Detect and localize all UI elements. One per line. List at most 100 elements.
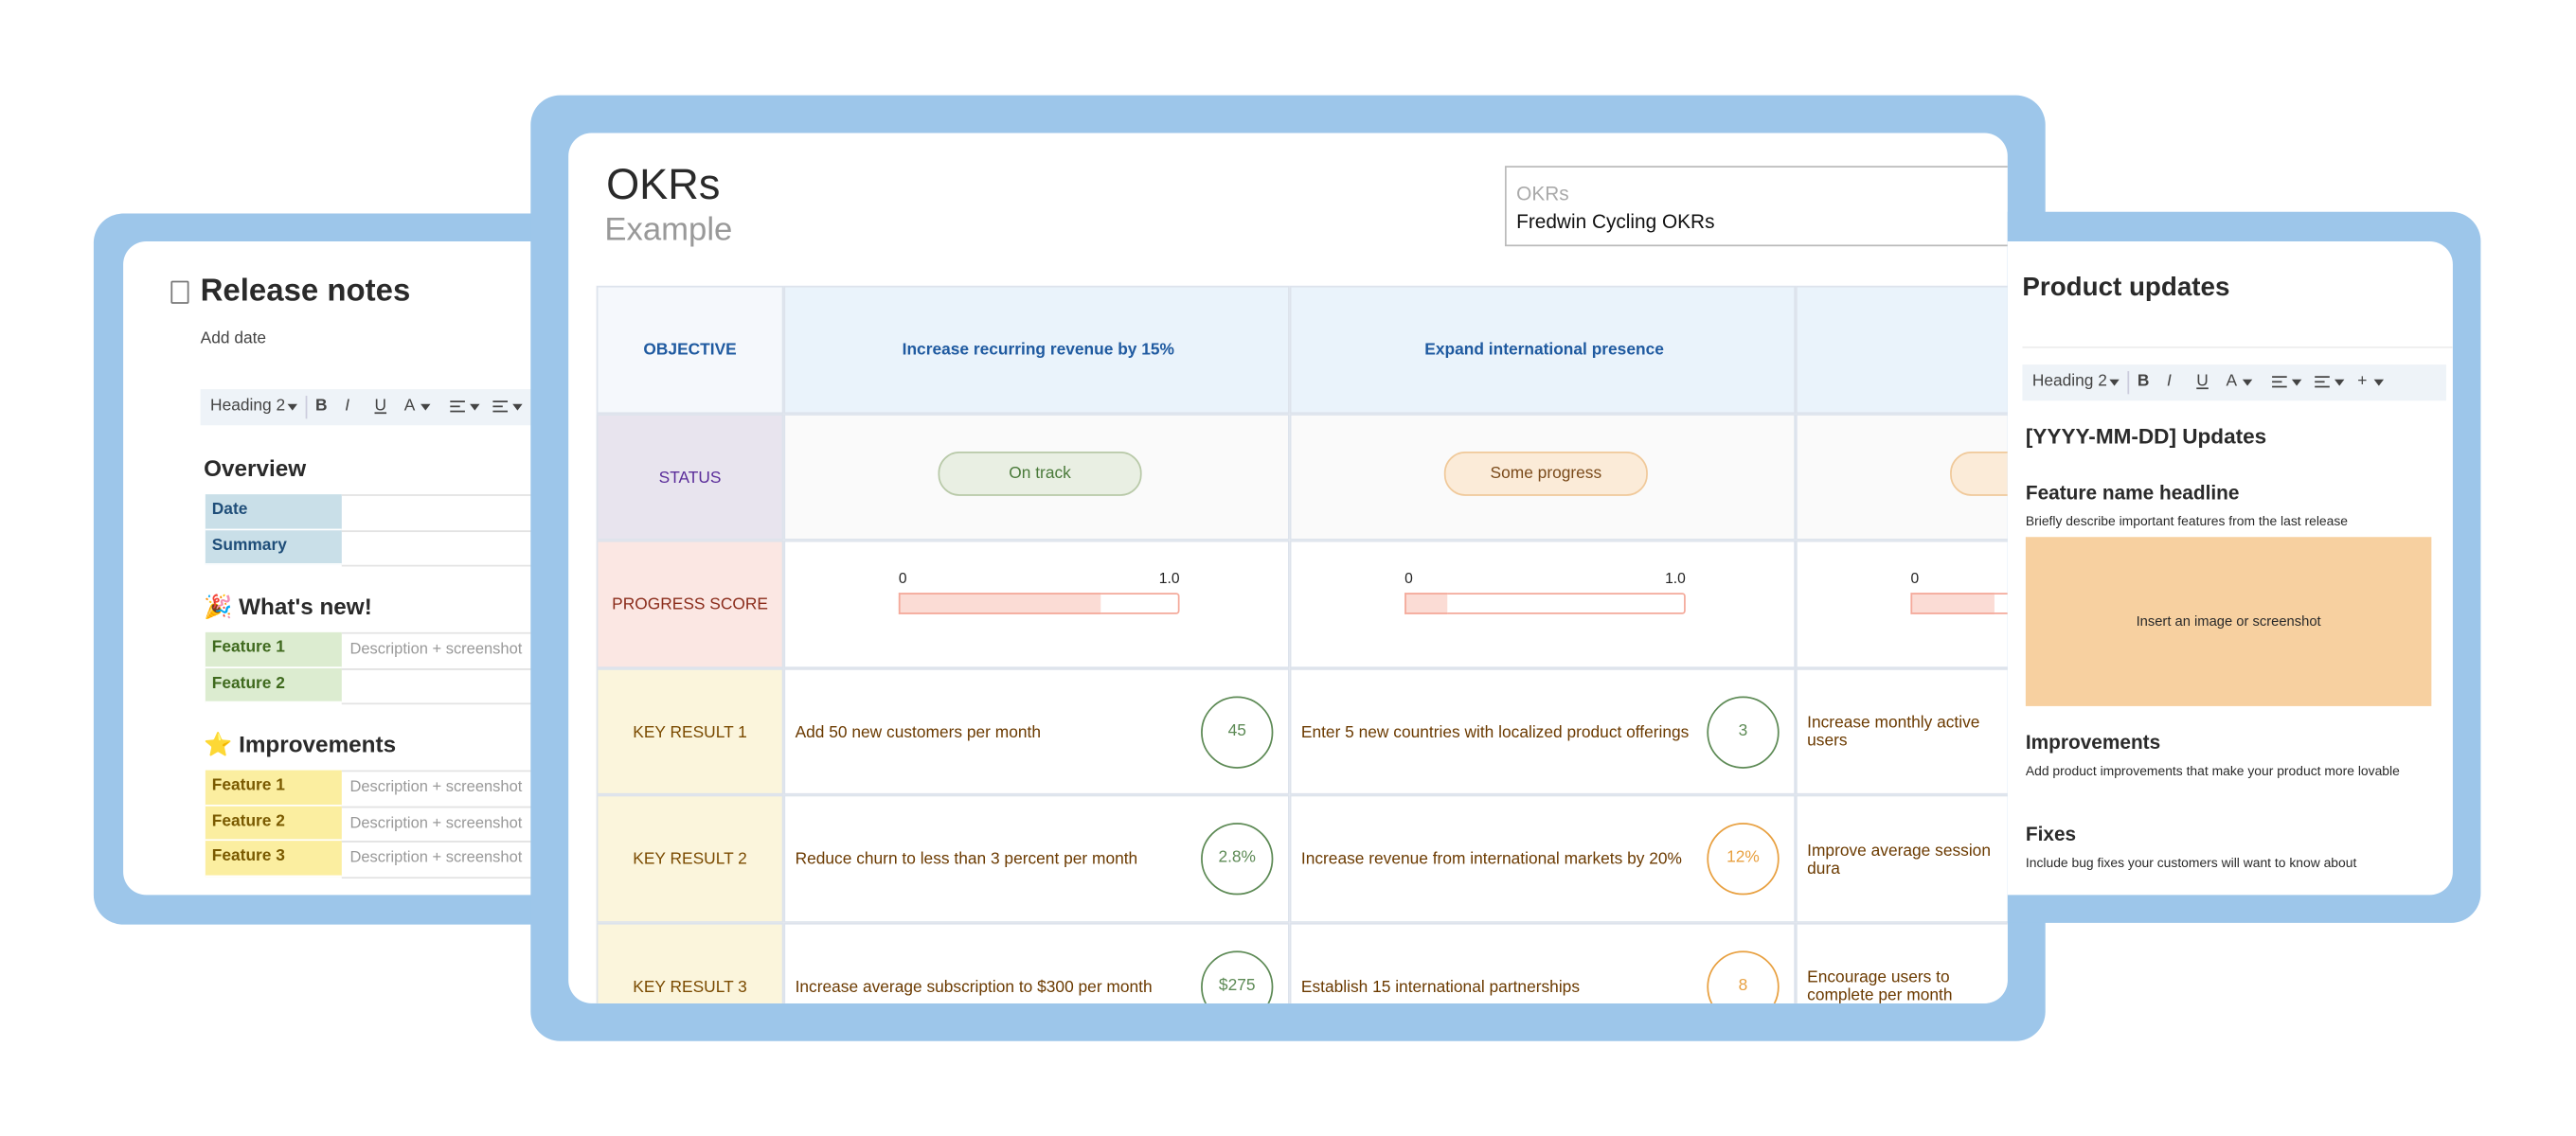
icon-line bbox=[2272, 385, 2287, 388]
style-dropdown[interactable]: Heading 2 bbox=[2031, 372, 2107, 391]
feature-description: Briefly describe important features from… bbox=[2025, 513, 2349, 529]
cell: Increase recurring revenue by 15% bbox=[783, 285, 1290, 414]
status-pill: On track bbox=[938, 451, 1142, 496]
format-button[interactable]: B bbox=[2137, 372, 2150, 391]
icon-line bbox=[450, 400, 465, 403]
icon-line bbox=[2272, 376, 2287, 378]
format-button[interactable]: U bbox=[2196, 372, 2209, 391]
progress-bar bbox=[1404, 593, 1447, 614]
cell: Some progress bbox=[1289, 413, 1797, 541]
image-hint: Insert an image or screenshot bbox=[2136, 612, 2321, 630]
toolbar: Heading 2 B I U A + bbox=[2022, 364, 2446, 401]
selector-value: Fredwin Cycling OKRs bbox=[1516, 210, 1715, 234]
key-result-text: Reduce churn to less than 3 percent per … bbox=[795, 851, 1138, 870]
caret bbox=[2334, 379, 2345, 386]
title: OKRs bbox=[606, 159, 721, 209]
key-result-value: 8 bbox=[1707, 950, 1780, 1003]
subtitle: Example bbox=[604, 211, 733, 248]
key-result-text: Establish 15 international partnerships bbox=[1300, 978, 1580, 997]
format-button[interactable]: + bbox=[2357, 372, 2368, 391]
key-result-value: 12% bbox=[1707, 823, 1780, 896]
icon-line bbox=[492, 400, 509, 403]
format-button[interactable]: I bbox=[2167, 372, 2172, 391]
caret bbox=[470, 403, 480, 411]
add-date[interactable]: Add date bbox=[200, 329, 267, 348]
format-button[interactable]: A bbox=[403, 397, 416, 416]
key-result-text: Increase monthly active users bbox=[1807, 715, 1980, 752]
row-label: Feature 1 bbox=[205, 770, 342, 806]
format-button[interactable]: A bbox=[2226, 372, 2238, 391]
row-header: PROGRESS SCORE bbox=[596, 540, 784, 668]
row-header: STATUS bbox=[596, 413, 784, 541]
objective: Improv bbox=[1798, 288, 2008, 415]
scale-label: 0 bbox=[1404, 569, 1413, 587]
title: Release notes bbox=[200, 274, 411, 310]
divider bbox=[305, 396, 308, 419]
row-label: Date bbox=[205, 494, 342, 530]
caret bbox=[512, 403, 523, 411]
icon-line bbox=[2315, 376, 2330, 378]
improvements-description: Add product improvements that make your … bbox=[2025, 763, 2400, 779]
key-result-text: Enter 5 new countries with localized pro… bbox=[1300, 723, 1690, 742]
title: Product updates bbox=[2022, 274, 2230, 303]
row-header: KEY RESULT 1 bbox=[596, 667, 784, 795]
divider bbox=[2022, 346, 2453, 348]
row-header: KEY RESULT 3 bbox=[596, 922, 784, 1003]
improvements-heading: Improvements bbox=[2025, 730, 2161, 754]
selector-label: OKRs bbox=[1516, 182, 1569, 205]
cell: On track bbox=[783, 413, 1290, 541]
icon-line bbox=[450, 410, 465, 413]
key-result-value: 45 bbox=[1201, 695, 1274, 768]
caret bbox=[287, 403, 297, 411]
icon-line bbox=[2315, 381, 2325, 383]
row-label: Feature 2 bbox=[205, 805, 342, 842]
scale-label: 1.0 bbox=[1665, 569, 1686, 587]
progress-bar bbox=[898, 593, 1101, 614]
heading: [YYYY-MM-DD] Updates bbox=[2025, 423, 2267, 449]
icon-line bbox=[2315, 385, 2330, 388]
caret bbox=[2291, 379, 2302, 386]
section-heading: Overview bbox=[204, 454, 307, 482]
key-result-text: Encourage users to complete per month bbox=[1807, 968, 1953, 1003]
key-result-text: Add 50 new customers per month bbox=[795, 723, 1041, 742]
row-description: Description + screenshot bbox=[349, 778, 523, 797]
key-result-value: $275 bbox=[1201, 950, 1274, 1003]
icon-line bbox=[492, 410, 509, 413]
fixes-heading: Fixes bbox=[2025, 823, 2077, 846]
cell: Reduce churn to less than 3 percent per … bbox=[783, 794, 1290, 923]
cell: Improve average session dura bbox=[1796, 794, 2008, 923]
format-button[interactable]: B bbox=[315, 397, 328, 416]
caret bbox=[2373, 379, 2385, 386]
style-dropdown[interactable]: Heading 2 bbox=[210, 397, 286, 416]
status-pill: Some progress bbox=[1443, 451, 1648, 496]
progress-track bbox=[1404, 593, 1686, 614]
format-button[interactable]: I bbox=[345, 397, 350, 416]
status-pill: S bbox=[1950, 451, 2008, 496]
divider bbox=[2127, 371, 2130, 395]
row-description: Description + screenshot bbox=[349, 640, 523, 659]
row-label: Summary bbox=[205, 529, 342, 565]
objective: Expand international presence bbox=[1424, 341, 1664, 360]
cell: Enter 5 new countries with localized pro… bbox=[1289, 667, 1797, 795]
caret bbox=[420, 403, 431, 411]
cell: Increase average subscription to $300 pe… bbox=[783, 922, 1290, 1003]
okrs-card: OKRs Example OKRs Fredwin Cycling OKRs OBJEC… bbox=[568, 133, 2008, 1003]
selector[interactable]: OKRs Fredwin Cycling OKRs bbox=[1504, 166, 2008, 247]
caret bbox=[2109, 379, 2120, 386]
format-button[interactable]: U bbox=[374, 397, 387, 416]
row-label: Feature 1 bbox=[205, 631, 342, 668]
key-result-text: Improve average session dura bbox=[1807, 842, 1991, 879]
icon-line bbox=[492, 405, 503, 408]
icon-line bbox=[450, 405, 460, 408]
objective: Increase recurring revenue by 15% bbox=[902, 341, 1174, 360]
scale-label: 0 bbox=[898, 569, 907, 587]
key-result-text: Increase average subscription to $300 pe… bbox=[795, 978, 1153, 997]
key-result-text: Increase revenue from international mark… bbox=[1300, 851, 1682, 870]
doc-icon bbox=[170, 280, 189, 304]
cell: Establish 15 international partnerships 8 bbox=[1289, 922, 1797, 1003]
product-updates-card: Product updates Heading 2 B I U A + [YYYY-MM-DD… bbox=[2007, 241, 2453, 896]
image-placeholder[interactable]: Insert an image or screenshot bbox=[2025, 537, 2432, 706]
